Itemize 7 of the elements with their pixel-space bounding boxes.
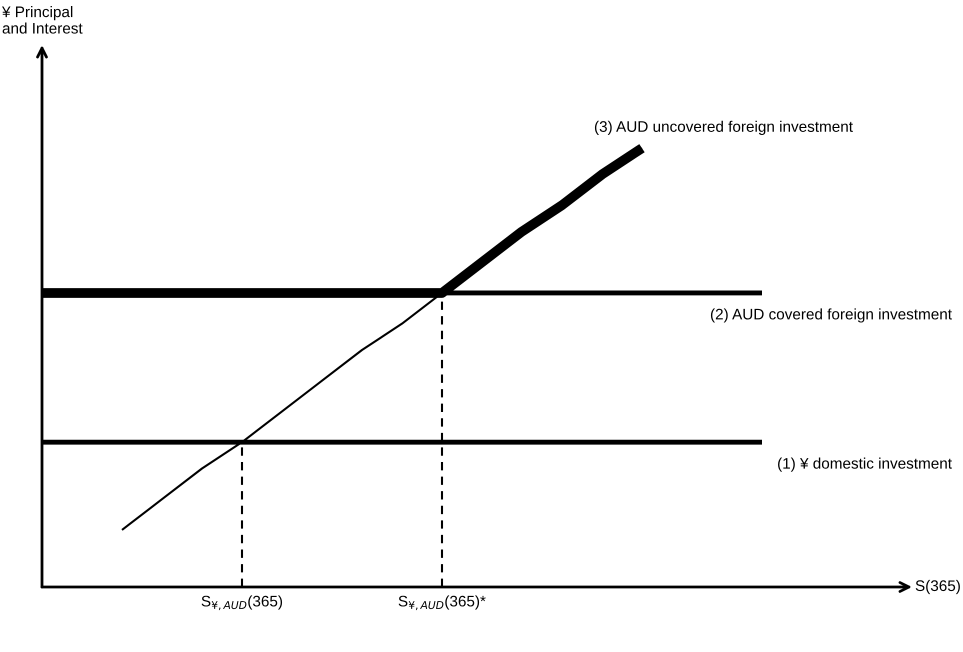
x-axis-title: S(365) [916,580,960,594]
series-label: (2) AUD covered foreign investment [710,308,952,323]
series-label: (1) ¥ domestic investment [778,458,952,472]
text: (3) AUD uncovered foreign investment [594,120,853,135]
text: ¥ Principal and Interest [2,6,83,34]
x-tick-label: S$_{¥,AUD}$(365)* [398,595,486,610]
x-tick-label: S$_{¥,AUD}$(365) [202,595,282,610]
